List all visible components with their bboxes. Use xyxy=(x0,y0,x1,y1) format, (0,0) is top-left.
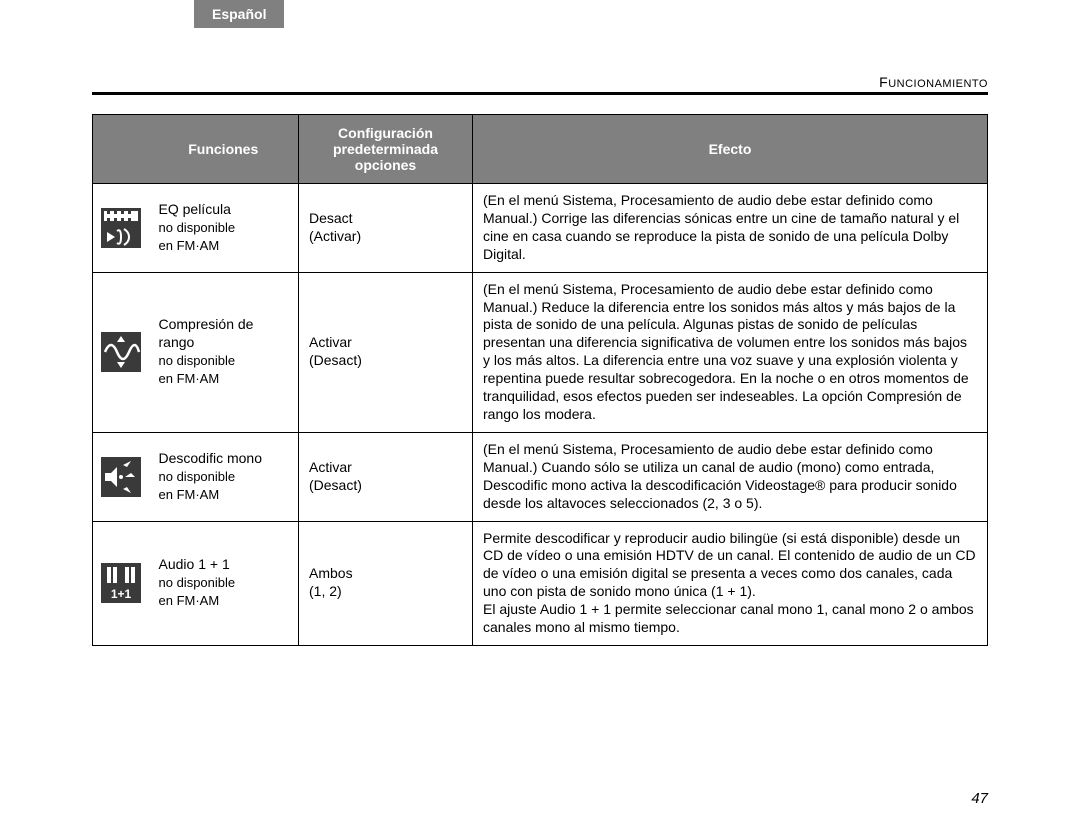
range-compression-icon xyxy=(101,332,141,372)
section-label: FUNCIONAMIENTO xyxy=(879,74,988,90)
header-funciones: Funciones xyxy=(149,115,299,184)
func-cell: Audio 1 + 1 no disponible en FM·AM xyxy=(149,521,299,645)
icon-cell xyxy=(93,272,149,432)
icon-cell xyxy=(93,184,149,273)
header-efecto: Efecto xyxy=(473,115,988,184)
page-number: 47 xyxy=(971,790,988,807)
header-config: Configuración predeterminada opciones xyxy=(299,115,473,184)
language-tab: Español xyxy=(194,0,284,28)
table-row: Descodific mono no disponible en FM·AM A… xyxy=(93,432,988,521)
icon-cell: 1+1 xyxy=(93,521,149,645)
divider xyxy=(92,92,988,95)
func-cell: EQ película no disponible en FM·AM xyxy=(149,184,299,273)
func-cell: Descodific mono no disponible en FM·AM xyxy=(149,432,299,521)
effect-cell: (En el menú Sistema, Procesamiento de au… xyxy=(473,432,988,521)
audio-1plus1-icon: 1+1 xyxy=(101,563,141,603)
table-row: 1+1 Audio 1 + 1 no disponible en FM·AM A… xyxy=(93,521,988,645)
features-table: Funciones Configuración predeterminada o… xyxy=(92,114,988,646)
header-icon xyxy=(93,115,149,184)
table-header-row: Funciones Configuración predeterminada o… xyxy=(93,115,988,184)
conf-cell: Activar (Desact) xyxy=(299,432,473,521)
table-row: EQ película no disponible en FM·AM Desac… xyxy=(93,184,988,273)
effect-cell: Permite descodificar y reproducir audio … xyxy=(473,521,988,645)
conf-cell: Desact (Activar) xyxy=(299,184,473,273)
func-cell: Compresión de rango no disponible en FM·… xyxy=(149,272,299,432)
icon-cell xyxy=(93,432,149,521)
effect-cell: (En el menú Sistema, Procesamiento de au… xyxy=(473,272,988,432)
svg-text:1+1: 1+1 xyxy=(111,587,132,601)
eq-movie-icon xyxy=(101,208,141,248)
conf-cell: Activar (Desact) xyxy=(299,272,473,432)
table-row: Compresión de rango no disponible en FM·… xyxy=(93,272,988,432)
conf-cell: Ambos (1, 2) xyxy=(299,521,473,645)
effect-cell: (En el menú Sistema, Procesamiento de au… xyxy=(473,184,988,273)
mono-decode-icon xyxy=(101,457,141,497)
